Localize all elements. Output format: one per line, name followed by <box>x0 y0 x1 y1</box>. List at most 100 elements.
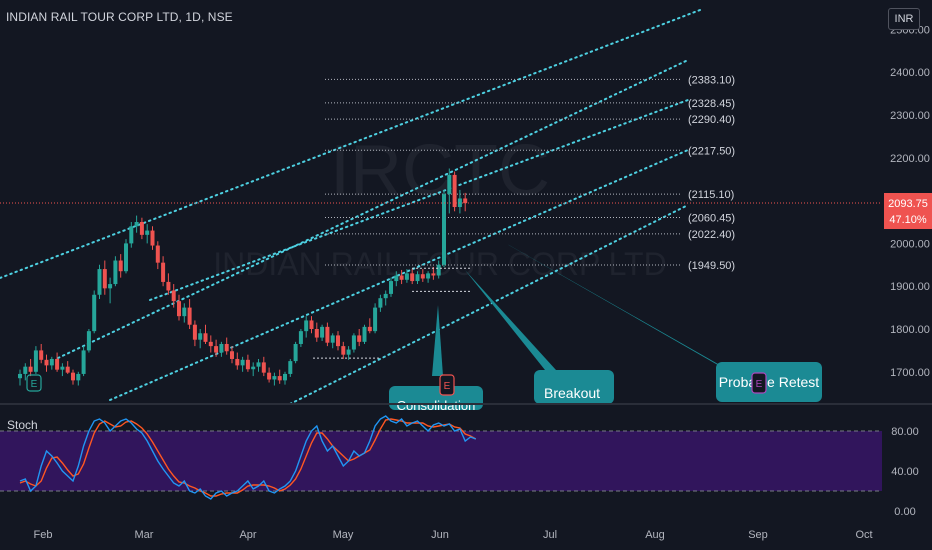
candle-body[interactable] <box>336 335 340 347</box>
indicator-label[interactable]: Stoch <box>7 418 38 432</box>
candle-body[interactable] <box>76 373 81 381</box>
candle-body[interactable] <box>314 329 319 338</box>
candle-body[interactable] <box>383 293 388 299</box>
candle-body[interactable] <box>124 243 128 272</box>
currency-badge[interactable]: INR <box>888 8 920 30</box>
candle-body[interactable] <box>288 361 293 374</box>
candle-body[interactable] <box>304 320 309 332</box>
callout-breakout-box[interactable] <box>534 370 614 404</box>
candle-body[interactable] <box>357 335 362 342</box>
channel-line[interactable] <box>149 99 689 301</box>
candle-body[interactable] <box>129 226 134 244</box>
candle-body[interactable] <box>267 372 272 380</box>
candle-body[interactable] <box>330 335 335 343</box>
candle-body[interactable] <box>283 373 287 381</box>
channel-line[interactable] <box>0 9 701 279</box>
candle-body[interactable] <box>431 273 436 276</box>
candle-body[interactable] <box>18 373 22 379</box>
candle-body[interactable] <box>293 343 298 362</box>
candle-body[interactable] <box>92 294 97 332</box>
candle-body[interactable] <box>81 350 86 374</box>
candle-body[interactable] <box>182 307 187 317</box>
candle-body[interactable] <box>177 301 181 317</box>
candle-body[interactable] <box>161 262 166 282</box>
time-tick-label: Mar <box>135 529 154 541</box>
candle-body[interactable] <box>86 331 91 351</box>
candle-body[interactable] <box>351 335 356 350</box>
channel-line[interactable] <box>109 149 689 401</box>
candle-body[interactable] <box>192 324 197 340</box>
candle-body[interactable] <box>108 284 113 289</box>
candle-body[interactable] <box>261 362 266 373</box>
symbol-header[interactable]: INDIAN RAIL TOUR CORP LTD, 1D, NSE <box>6 10 233 24</box>
candle-body[interactable] <box>245 359 250 370</box>
candle-body[interactable] <box>198 333 203 340</box>
candle-body[interactable] <box>150 230 155 246</box>
candle-body[interactable] <box>420 274 425 279</box>
candle-body[interactable] <box>33 350 38 372</box>
candle-body[interactable] <box>134 222 139 227</box>
candle-body[interactable] <box>309 320 314 329</box>
candle-body[interactable] <box>219 343 224 353</box>
candle-body[interactable] <box>71 372 75 381</box>
callout-retest-box[interactable] <box>716 362 822 402</box>
channel-line[interactable] <box>289 204 689 404</box>
candle-body[interactable] <box>452 174 457 208</box>
candle-body[interactable] <box>410 273 415 282</box>
candle-body[interactable] <box>447 174 452 195</box>
candle-body[interactable] <box>378 298 383 308</box>
candle-body[interactable] <box>426 273 431 279</box>
stoch-k-line[interactable] <box>19 415 477 500</box>
candle-body[interactable] <box>389 281 393 294</box>
candle-body[interactable] <box>373 307 378 332</box>
candle-body[interactable] <box>341 346 346 355</box>
candle-body[interactable] <box>28 366 33 372</box>
candle-body[interactable] <box>97 269 102 295</box>
channel-line[interactable] <box>57 59 689 359</box>
candle-body[interactable] <box>139 222 144 235</box>
candle-body[interactable] <box>208 341 213 347</box>
candle-body[interactable] <box>145 230 150 235</box>
candle-body[interactable] <box>49 358 54 366</box>
candle-body[interactable] <box>60 366 65 370</box>
candle-body[interactable] <box>325 326 330 343</box>
candle-body[interactable] <box>23 366 28 374</box>
candle-body[interactable] <box>367 326 372 332</box>
candle-body[interactable] <box>44 359 49 366</box>
earnings-marker[interactable] <box>439 374 455 396</box>
candle-body[interactable] <box>320 326 325 338</box>
candle-body[interactable] <box>203 333 208 342</box>
candle-body[interactable] <box>214 346 219 353</box>
candle-body[interactable] <box>442 194 446 265</box>
candle-body[interactable] <box>113 260 118 285</box>
candle-body[interactable] <box>346 349 351 355</box>
candle-body[interactable] <box>256 362 261 367</box>
candle-body[interactable] <box>224 343 229 352</box>
candle-body[interactable] <box>240 359 245 366</box>
candle-body[interactable] <box>463 198 468 204</box>
candle-body[interactable] <box>436 264 441 276</box>
candle-body[interactable] <box>404 273 409 280</box>
candle-body[interactable] <box>102 269 107 289</box>
candle-body[interactable] <box>272 376 277 380</box>
candle-body[interactable] <box>155 245 160 263</box>
candle-body[interactable] <box>251 366 256 370</box>
level-label: (2383.10) <box>688 74 735 86</box>
event-marker-e[interactable]: E <box>26 374 42 392</box>
candle-body[interactable] <box>235 358 240 366</box>
candle-body[interactable] <box>399 275 404 280</box>
candle-body[interactable] <box>277 376 282 381</box>
candle-body[interactable] <box>187 307 192 325</box>
candle-body[interactable] <box>65 366 70 373</box>
candle-body[interactable] <box>394 275 399 282</box>
candle-body[interactable] <box>171 290 176 302</box>
candle-body[interactable] <box>230 351 234 359</box>
earnings-marker[interactable] <box>751 372 767 394</box>
candle-body[interactable] <box>298 331 303 344</box>
candle-body[interactable] <box>362 326 367 342</box>
candle-body[interactable] <box>39 350 44 360</box>
candle-body[interactable] <box>415 274 420 282</box>
candle-body[interactable] <box>166 281 171 291</box>
candle-body[interactable] <box>55 358 60 370</box>
candle-body[interactable] <box>118 260 123 272</box>
